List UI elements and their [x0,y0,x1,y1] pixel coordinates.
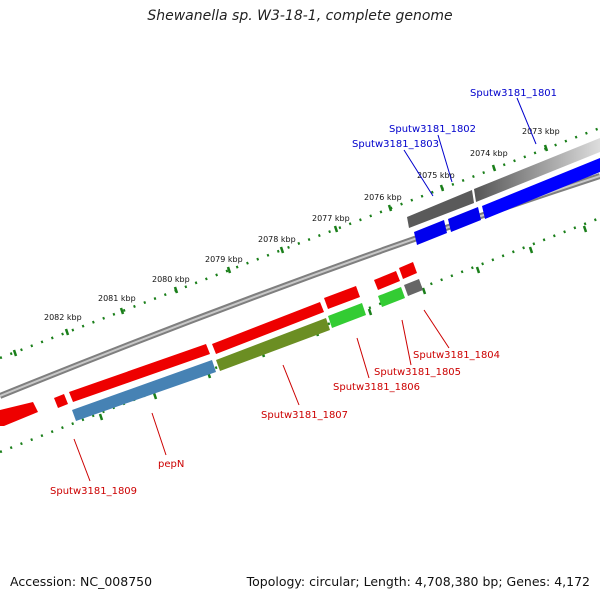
tick-label: 2077 kbp [312,214,350,223]
gene-feature[interactable] [0,402,38,426]
major-tick [226,266,232,274]
genome-summary-text: Topology: circular; Length: 4,708,380 bp… [246,574,590,589]
tick-label: 2081 kbp [98,294,136,303]
major-tick [421,287,427,295]
gene-label-pepn[interactable]: pepN [158,459,184,470]
gene-sputw3181-1803[interactable] [414,220,447,245]
major-tick [582,225,588,233]
leader-line [423,309,450,349]
scale-labels: 2082 kbp 2081 kbp 2080 kbp 2079 kbp 2078… [44,127,560,322]
genome-backbone [0,173,600,399]
gene-feature[interactable] [399,262,417,279]
major-tick [119,307,125,315]
gene-label-sputw3181-1801[interactable]: Sputw3181_1801 [470,88,557,99]
tick-label: 2076 kbp [364,193,402,202]
gene-feature[interactable] [212,302,324,354]
leader-line [151,412,167,456]
tick-label: 2079 kbp [205,255,243,264]
tick-label: 2074 kbp [470,149,508,158]
major-tick [152,392,158,400]
forward-labels: Sputw3181_1801 Sputw3181_1802 Sputw3181_… [352,88,557,150]
gene-feature[interactable] [54,394,68,408]
major-ticks-outer [12,144,549,357]
leader-line [356,337,370,379]
reverse-strand-features [0,262,423,426]
gene-feature[interactable] [474,138,600,202]
major-tick [173,286,179,294]
major-tick [98,413,104,421]
gene-sputw3181-1806[interactable] [328,303,366,328]
gene-label-sputw3181-1805[interactable]: Sputw3181_1805 [374,367,461,378]
gene-sputw3181-1805[interactable] [378,287,405,307]
gene-feature[interactable] [407,190,474,228]
reverse-labels: Sputw3181_1804 Sputw3181_1805 Sputw3181_… [50,350,500,497]
gene-label-sputw3181-1809[interactable]: Sputw3181_1809 [50,486,137,497]
major-tick [543,144,549,152]
gene-pepn[interactable] [72,360,216,421]
tick-label: 2082 kbp [44,313,82,322]
gene-sputw3181-1802[interactable] [448,207,481,232]
gene-sputw3181-1804[interactable] [404,279,423,296]
major-tick [279,246,285,254]
major-tick [491,164,497,172]
major-tick [387,204,393,212]
tick-label: 2073 kbp [522,127,560,136]
major-tick [64,328,70,336]
gene-feature[interactable] [324,286,360,309]
forward-leaders [403,97,537,197]
gene-label-sputw3181-1804[interactable]: Sputw3181_1804 [413,350,500,361]
gene-label-sputw3181-1806[interactable]: Sputw3181_1806 [333,382,420,393]
leader-line [401,319,412,366]
reverse-leaders [73,309,450,482]
tick-label: 2080 kbp [152,275,190,284]
leader-line [437,134,453,183]
tick-label: 2078 kbp [258,235,296,244]
gene-sputw3181-1801[interactable] [482,158,600,219]
accession-text: Accession: NC_008750 [10,574,153,589]
forward-strand-features [407,138,600,245]
leader-line [403,149,434,197]
major-tick [475,266,481,274]
major-tick [528,246,534,254]
map-title: Shewanella sp. W3-18-1, complete genome [147,8,453,24]
leader-line [282,364,300,406]
gene-feature[interactable] [69,344,210,402]
tick-label: 2075 kbp [417,171,455,180]
major-tick [333,225,339,233]
major-tick [12,349,18,357]
major-ticks-inner [98,225,588,421]
leader-line [73,438,91,482]
gene-label-sputw3181-1803[interactable]: Sputw3181_1803 [352,139,439,150]
gene-feature[interactable] [374,271,400,290]
gene-sputw3181-1807[interactable] [216,318,330,371]
gene-label-sputw3181-1807[interactable]: Sputw3181_1807 [261,410,348,421]
gene-label-sputw3181-1802[interactable]: Sputw3181_1802 [389,124,476,135]
outer-tick-track [0,126,600,360]
leader-line [516,97,537,145]
major-tick [439,184,445,192]
major-tick [367,308,373,316]
